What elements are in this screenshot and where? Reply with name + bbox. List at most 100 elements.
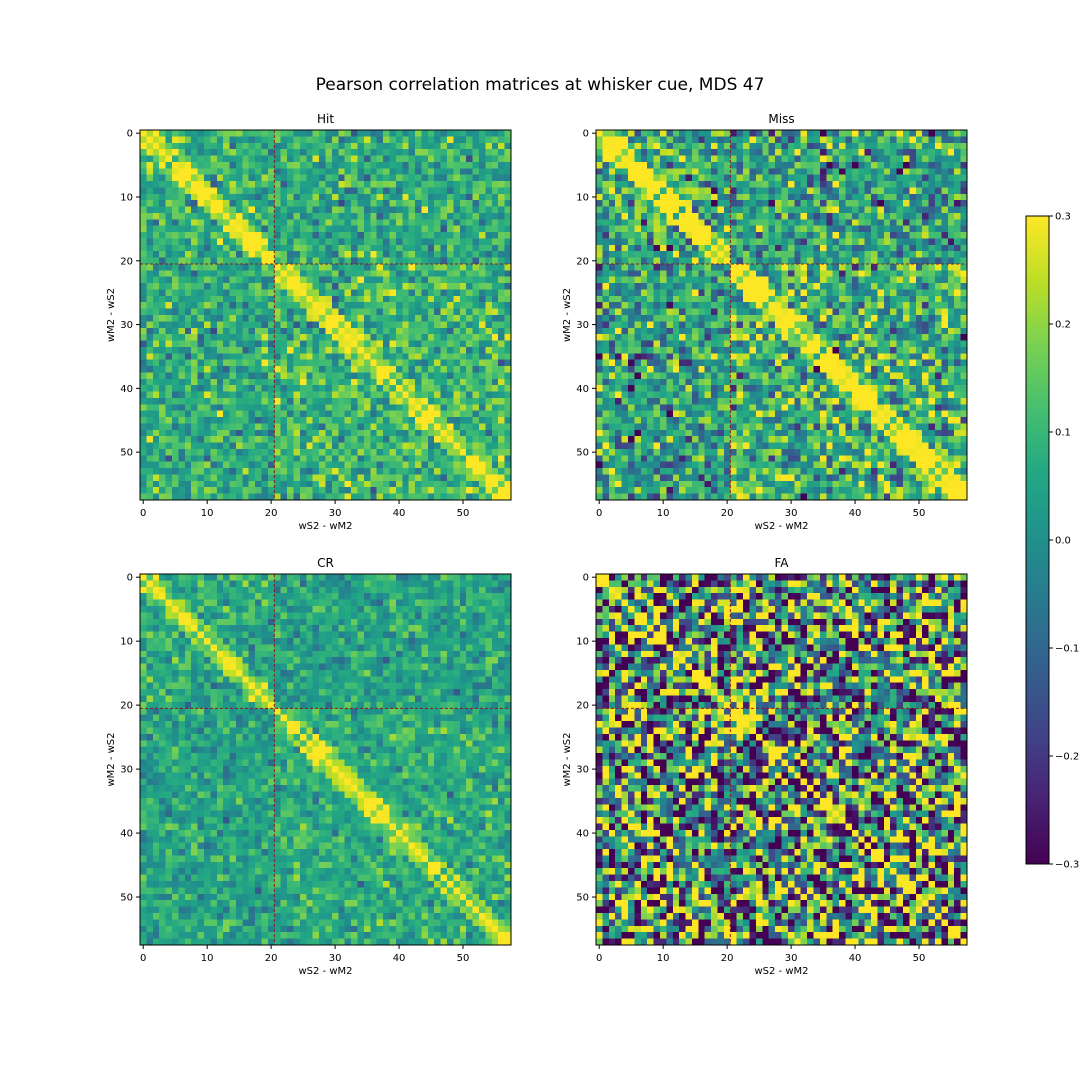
heatmap-cell	[178, 353, 186, 361]
heatmap-cell	[453, 480, 461, 488]
heatmap-cell	[447, 219, 454, 227]
heatmap-cell	[749, 238, 757, 246]
heatmap-cell	[344, 219, 352, 227]
heatmap-cell	[210, 181, 218, 188]
heatmap-cell	[781, 263, 789, 271]
heatmap-cell	[140, 327, 147, 335]
heatmap-cell	[312, 225, 320, 233]
heatmap-cell	[395, 270, 403, 278]
heatmap-cell	[370, 244, 378, 252]
heatmap-cell	[370, 327, 378, 335]
heatmap-cell	[672, 168, 680, 176]
heatmap-cell	[459, 206, 467, 214]
heatmap-cell	[351, 168, 358, 176]
heatmap-cell	[171, 359, 179, 367]
heatmap-cell	[210, 308, 218, 316]
heatmap-cell	[466, 423, 473, 431]
heatmap-cell	[472, 181, 480, 188]
heatmap-cell	[146, 225, 154, 233]
heatmap-cell	[679, 193, 686, 201]
heatmap-cell	[178, 423, 186, 431]
heatmap-cell	[312, 295, 320, 303]
heatmap-cell	[146, 391, 154, 399]
heatmap-cell	[427, 200, 435, 207]
heatmap-cell	[344, 130, 352, 137]
heatmap-cell	[627, 238, 635, 246]
heatmap-cell	[370, 295, 378, 303]
heatmap-cell	[255, 480, 262, 488]
heatmap-cell	[498, 174, 505, 182]
heatmap-cell	[864, 295, 872, 303]
heatmap-cell	[248, 187, 256, 195]
heatmap-cell	[357, 193, 365, 201]
heatmap-cell	[312, 334, 320, 341]
heatmap-cell	[653, 136, 661, 144]
heatmap-cell	[370, 340, 378, 348]
heatmap-cell	[191, 174, 198, 182]
heatmap-cell	[344, 295, 352, 303]
heatmap-cell	[928, 130, 936, 137]
heatmap-cell	[255, 410, 262, 418]
heatmap-cell	[152, 417, 160, 424]
heatmap-cell	[357, 487, 365, 494]
heatmap-cell	[197, 321, 205, 329]
heatmap-cell	[434, 353, 441, 361]
heatmap-cell	[235, 142, 243, 150]
heatmap-cell	[338, 263, 346, 271]
heatmap-cell	[421, 327, 429, 335]
heatmap-cell	[839, 130, 846, 137]
heatmap-cell	[479, 410, 486, 418]
heatmap-cell	[389, 181, 397, 188]
heatmap-cell	[903, 181, 910, 188]
heatmap-cell	[178, 238, 186, 246]
heatmap-cell	[466, 289, 473, 297]
heatmap-cell	[459, 487, 467, 494]
heatmap-cell	[402, 404, 410, 412]
heatmap-cell	[440, 174, 448, 182]
heatmap-cell	[653, 251, 661, 258]
heatmap-cell	[216, 251, 224, 258]
heatmap-cell	[287, 200, 294, 207]
heatmap-cell	[743, 270, 750, 278]
heatmap-cell	[242, 468, 250, 475]
heatmap-cell	[415, 238, 422, 246]
heatmap-cell	[832, 206, 840, 214]
heatmap-cell	[634, 225, 642, 233]
heatmap-cell	[171, 461, 179, 469]
heatmap-cell	[255, 359, 262, 367]
heatmap-cell	[947, 232, 955, 239]
heatmap-cell	[666, 174, 674, 182]
heatmap-cell	[504, 302, 512, 309]
heatmap-cell	[819, 142, 827, 150]
heatmap-cell	[203, 136, 211, 144]
heatmap-cell	[615, 206, 622, 214]
heatmap-cell	[402, 174, 410, 182]
heatmap-cell	[235, 155, 243, 163]
heatmap-cell	[615, 270, 622, 278]
heatmap-cell	[293, 468, 301, 475]
heatmap-cell	[140, 206, 147, 214]
heatmap-cell	[935, 251, 942, 258]
heatmap-cell	[800, 283, 808, 290]
heatmap-cell	[915, 295, 923, 303]
heatmap-cell	[203, 429, 211, 437]
heatmap-cell	[826, 283, 834, 290]
heatmap-cell	[165, 181, 173, 188]
heatmap-cell	[871, 193, 878, 201]
heatmap-cell	[203, 155, 211, 163]
heatmap-cell	[140, 410, 147, 418]
heatmap-cell	[242, 302, 250, 309]
heatmap-cell	[711, 161, 718, 169]
heatmap-cell	[685, 289, 693, 297]
heatmap-cell	[877, 251, 885, 258]
heatmap-cell	[634, 238, 642, 246]
heatmap-cell	[472, 480, 480, 488]
heatmap-cell	[312, 251, 320, 258]
heatmap-cell	[389, 391, 397, 399]
heatmap-cell	[184, 372, 192, 380]
heatmap-cell	[832, 232, 840, 239]
heatmap-cell	[274, 263, 282, 271]
heatmap-cell	[395, 442, 403, 450]
heatmap-cell	[826, 206, 834, 214]
heatmap-cell	[466, 429, 473, 437]
